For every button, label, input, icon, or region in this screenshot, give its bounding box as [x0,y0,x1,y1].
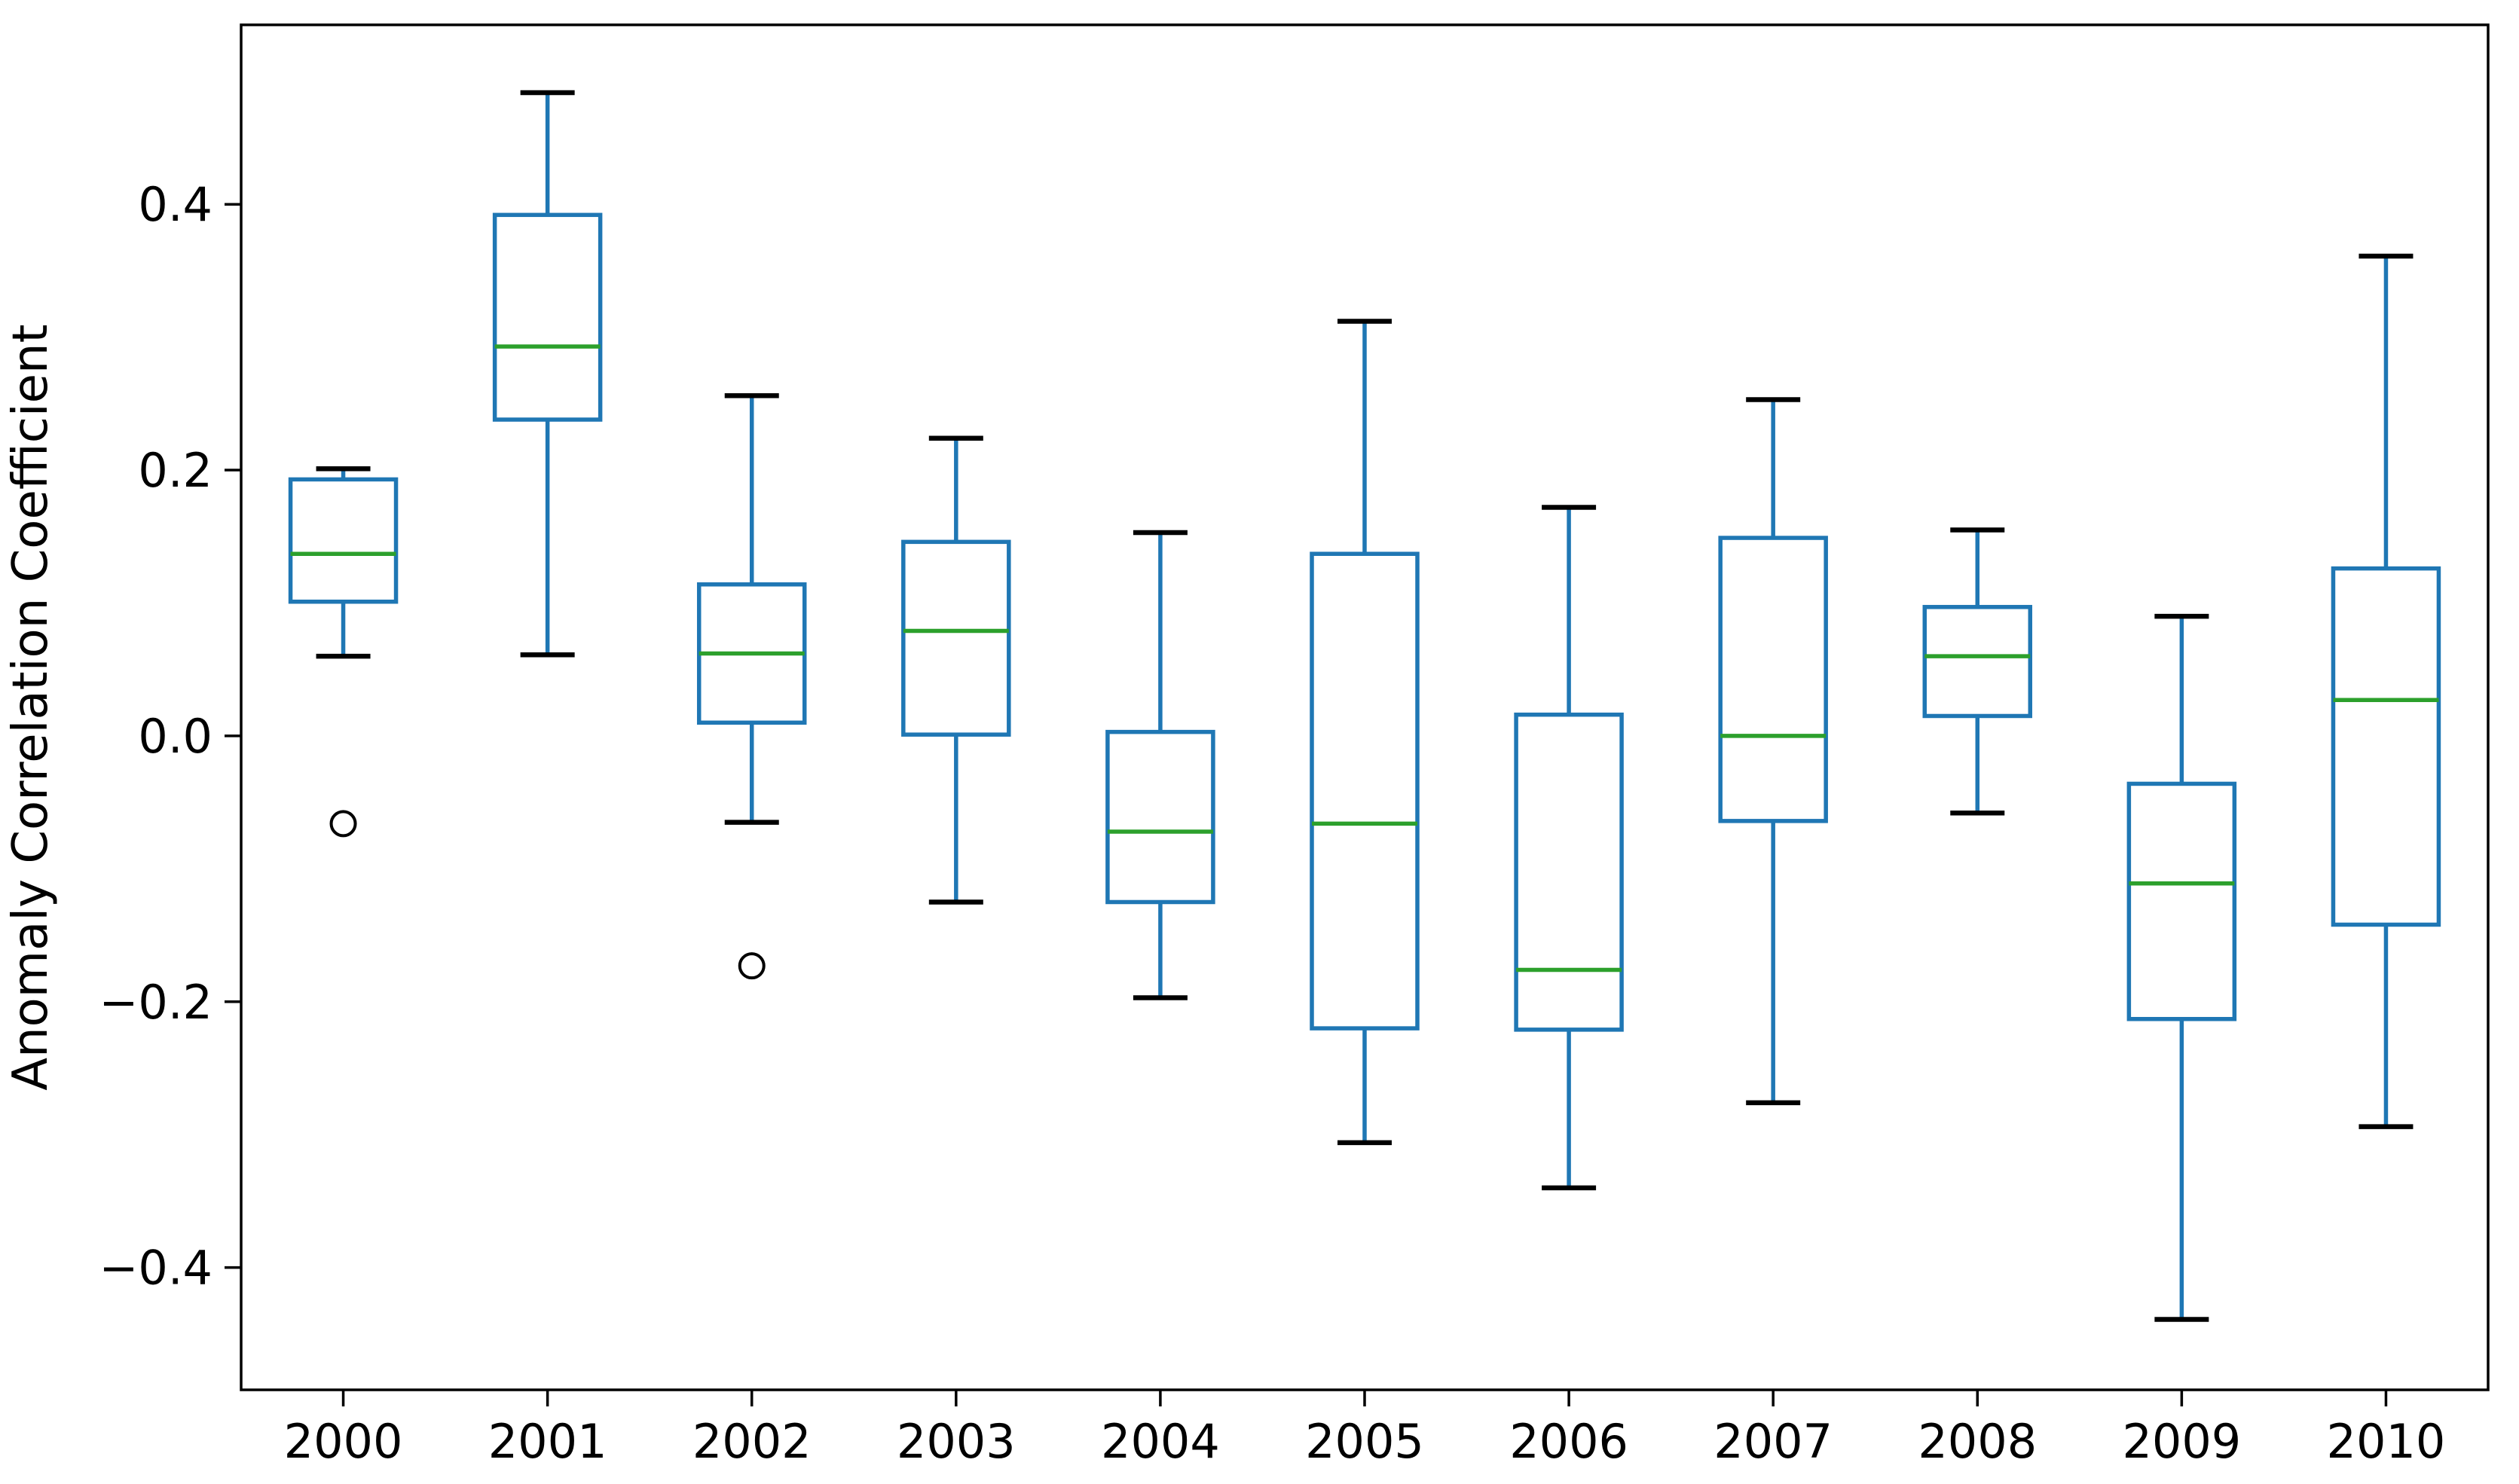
box-series [288,90,2441,1322]
box-group-2003 [901,435,1011,905]
y-tick-label-0.4: 0.4 [138,177,212,232]
iqr-box-2005 [1310,551,1420,1031]
box-group-2006 [1514,505,1624,1191]
x-tick-label-2002: 2002 [692,1414,812,1469]
iqr-box-2010 [2331,566,2441,927]
y-tick-label-0.2: 0.2 [138,443,212,498]
iqr-box-2001 [492,212,603,422]
x-tick-label-2010: 2010 [2327,1414,2446,1469]
iqr-box-2006 [1514,712,1624,1032]
box-group-2005 [1310,319,1420,1146]
iqr-box-2003 [901,539,1011,737]
outlier-marker-2002-0 [738,952,766,980]
box-group-2001 [492,90,603,658]
iqr-box-2007 [1718,536,1828,823]
y-tick-label-0.0: 0.0 [138,709,212,764]
box-group-2000 [288,466,399,838]
iqr-box-2008 [1922,605,2033,719]
x-tick-label-2007: 2007 [1713,1414,1833,1469]
y-tick-label-−0.2: −0.2 [99,975,212,1030]
iqr-box-2000 [288,477,399,604]
box-group-2008 [1922,527,2033,816]
x-tick-label-2004: 2004 [1101,1414,1220,1469]
box-group-2002 [696,393,807,980]
box-group-2004 [1105,530,1215,1000]
box-group-2007 [1718,397,1828,1106]
tick-marks-and-labels: 0.4 0.2 0.0 −0.2 −0.4 2000 2001 2002 2003 2004 200… [99,177,2445,1469]
x-tick-label-2000: 2000 [284,1414,403,1469]
x-tick-label-2003: 2003 [897,1414,1016,1469]
iqr-box-2004 [1105,729,1215,905]
box-group-2009 [2126,613,2237,1322]
y-axis-label: Anomaly Correlation Coefficient [3,324,59,1090]
outlier-marker-2000-0 [329,810,357,838]
x-tick-label-2008: 2008 [1918,1414,2037,1469]
x-tick-label-2006: 2006 [1509,1414,1628,1469]
x-tick-label-2009: 2009 [2122,1414,2241,1469]
x-tick-label-2001: 2001 [488,1414,607,1469]
iqr-box-2009 [2126,781,2237,1021]
box-group-2010 [2331,253,2441,1129]
x-tick-label-2005: 2005 [1305,1414,1424,1469]
y-tick-label-−0.4: −0.4 [99,1241,212,1296]
